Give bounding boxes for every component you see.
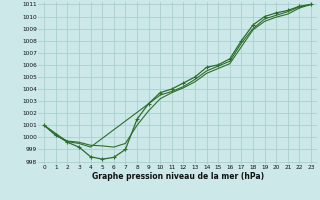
X-axis label: Graphe pression niveau de la mer (hPa): Graphe pression niveau de la mer (hPa) bbox=[92, 172, 264, 181]
